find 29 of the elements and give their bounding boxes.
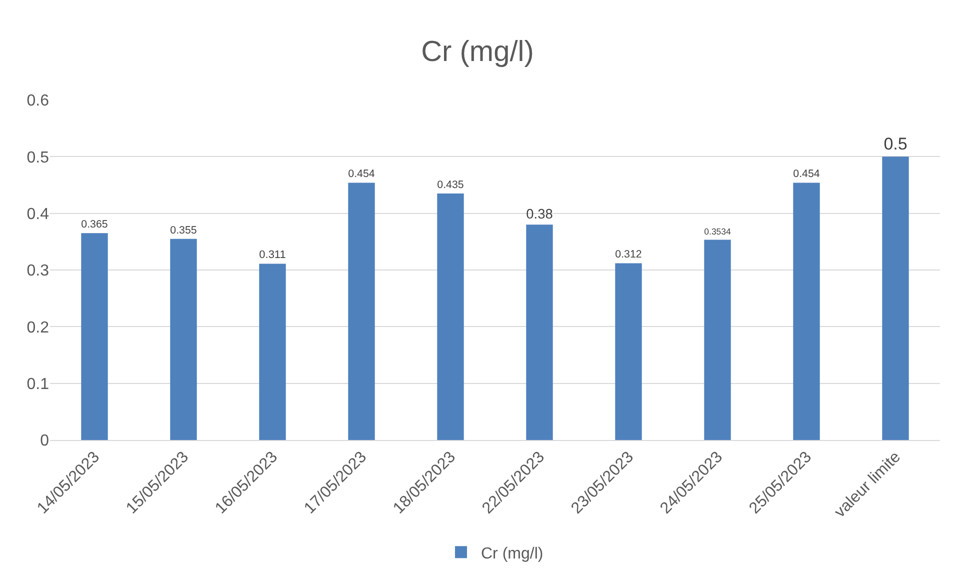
y-tick-label: 0.5 [26, 149, 50, 166]
bar [793, 182, 820, 440]
y-tick-label: 0.4 [26, 206, 50, 223]
bar [81, 233, 108, 440]
bar [615, 263, 642, 440]
bar [170, 238, 197, 440]
y-tick-label: 0.6 [26, 92, 50, 110]
data-label: 0.454 [793, 168, 820, 180]
y-tick-label: 0.2 [26, 319, 50, 336]
y-tick-label: 0.3 [26, 262, 50, 280]
y-tick-label: 0 [40, 432, 50, 450]
y-tick-label: 0.1 [26, 376, 50, 393]
legend-label: Cr (mg/l) [481, 545, 544, 562]
data-label: 0.435 [437, 178, 464, 191]
data-label: 0.454 [348, 168, 375, 180]
bar [259, 264, 286, 440]
data-label: 0.365 [81, 218, 108, 231]
bar [348, 182, 375, 440]
bar [437, 194, 464, 440]
data-label: 0.3534 [704, 226, 731, 237]
bar [526, 224, 553, 440]
data-label: 0.311 [259, 249, 286, 262]
bar [882, 156, 909, 440]
chart-title: Cr (mg/l) [421, 36, 534, 68]
data-label: 0.312 [615, 248, 642, 261]
data-label: 0.5 [884, 134, 908, 154]
data-label: 0.38 [526, 206, 554, 222]
bar [704, 240, 731, 440]
data-label: 0.355 [170, 224, 197, 236]
